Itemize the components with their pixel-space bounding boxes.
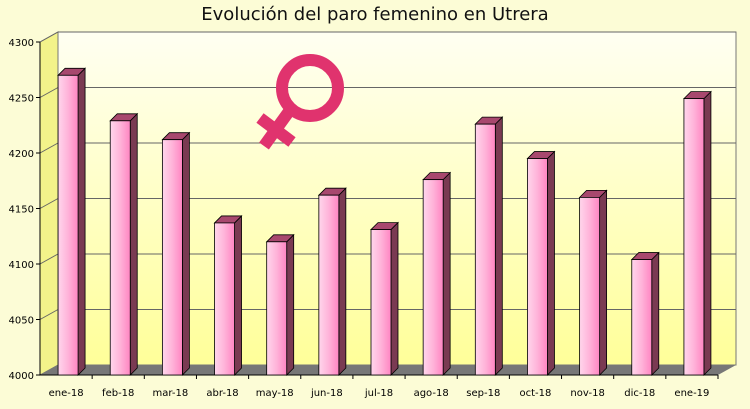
x-tick-label: ene-18 <box>49 388 84 399</box>
chart-title: Evolución del paro femenino en Utrera <box>201 4 549 25</box>
y-tick-label: 4150 <box>9 205 34 216</box>
bar-side <box>338 187 347 376</box>
x-tick-label: may-18 <box>256 388 294 399</box>
bar-side <box>442 171 451 376</box>
y-tick-label: 4000 <box>9 371 34 382</box>
bar <box>474 123 496 376</box>
bar-side <box>129 112 138 376</box>
x-tick-label: oct-18 <box>520 388 552 399</box>
x-tick-label: sep-18 <box>466 388 500 399</box>
bar-side <box>651 251 660 376</box>
symbol-ring <box>276 54 344 122</box>
y-tick-label: 4200 <box>9 149 34 160</box>
bar-side <box>181 131 190 376</box>
gridline-side <box>39 142 59 154</box>
x-tick-label: jun-18 <box>310 388 343 399</box>
bar <box>214 222 235 376</box>
y-tick-label: 4050 <box>9 316 34 327</box>
gridline-side <box>39 87 59 98</box>
bar-side <box>390 221 399 376</box>
bar <box>683 98 705 376</box>
bar <box>527 158 548 376</box>
x-tick-label: dic-18 <box>624 388 655 399</box>
x-tick-label: abr-18 <box>206 388 238 399</box>
x-tick-label: mar-18 <box>153 388 189 399</box>
bar <box>370 229 392 376</box>
gridline-side <box>39 253 59 265</box>
bar-side <box>494 116 503 376</box>
bar <box>579 196 601 376</box>
female-symbol-icon <box>256 54 344 150</box>
symbol-crossbar <box>256 113 296 147</box>
bar-side <box>703 90 712 376</box>
gridline-side <box>39 309 59 320</box>
x-tick-label: ene-19 <box>674 388 709 399</box>
gridline-side <box>39 198 59 209</box>
y-tick-label: 4100 <box>9 260 34 271</box>
bar <box>266 241 288 376</box>
bar-side <box>77 67 86 376</box>
bar-side <box>599 189 608 376</box>
bar-side <box>234 214 242 376</box>
bar-side <box>547 150 555 376</box>
gridline-side <box>39 31 59 43</box>
bar <box>57 74 79 376</box>
bar <box>422 179 444 376</box>
bar <box>631 259 653 376</box>
x-tick-label: feb-18 <box>102 388 134 399</box>
bar <box>318 194 340 376</box>
x-tick-label: ago-18 <box>414 388 449 399</box>
y-tick-label: 4250 <box>9 94 34 105</box>
bar <box>161 139 183 376</box>
bar-side <box>286 233 295 376</box>
y-tick-label: 4300 <box>9 38 34 49</box>
x-tick-label: nov-18 <box>570 388 604 399</box>
bar <box>109 120 131 376</box>
x-tick-label: jul-18 <box>364 388 393 399</box>
